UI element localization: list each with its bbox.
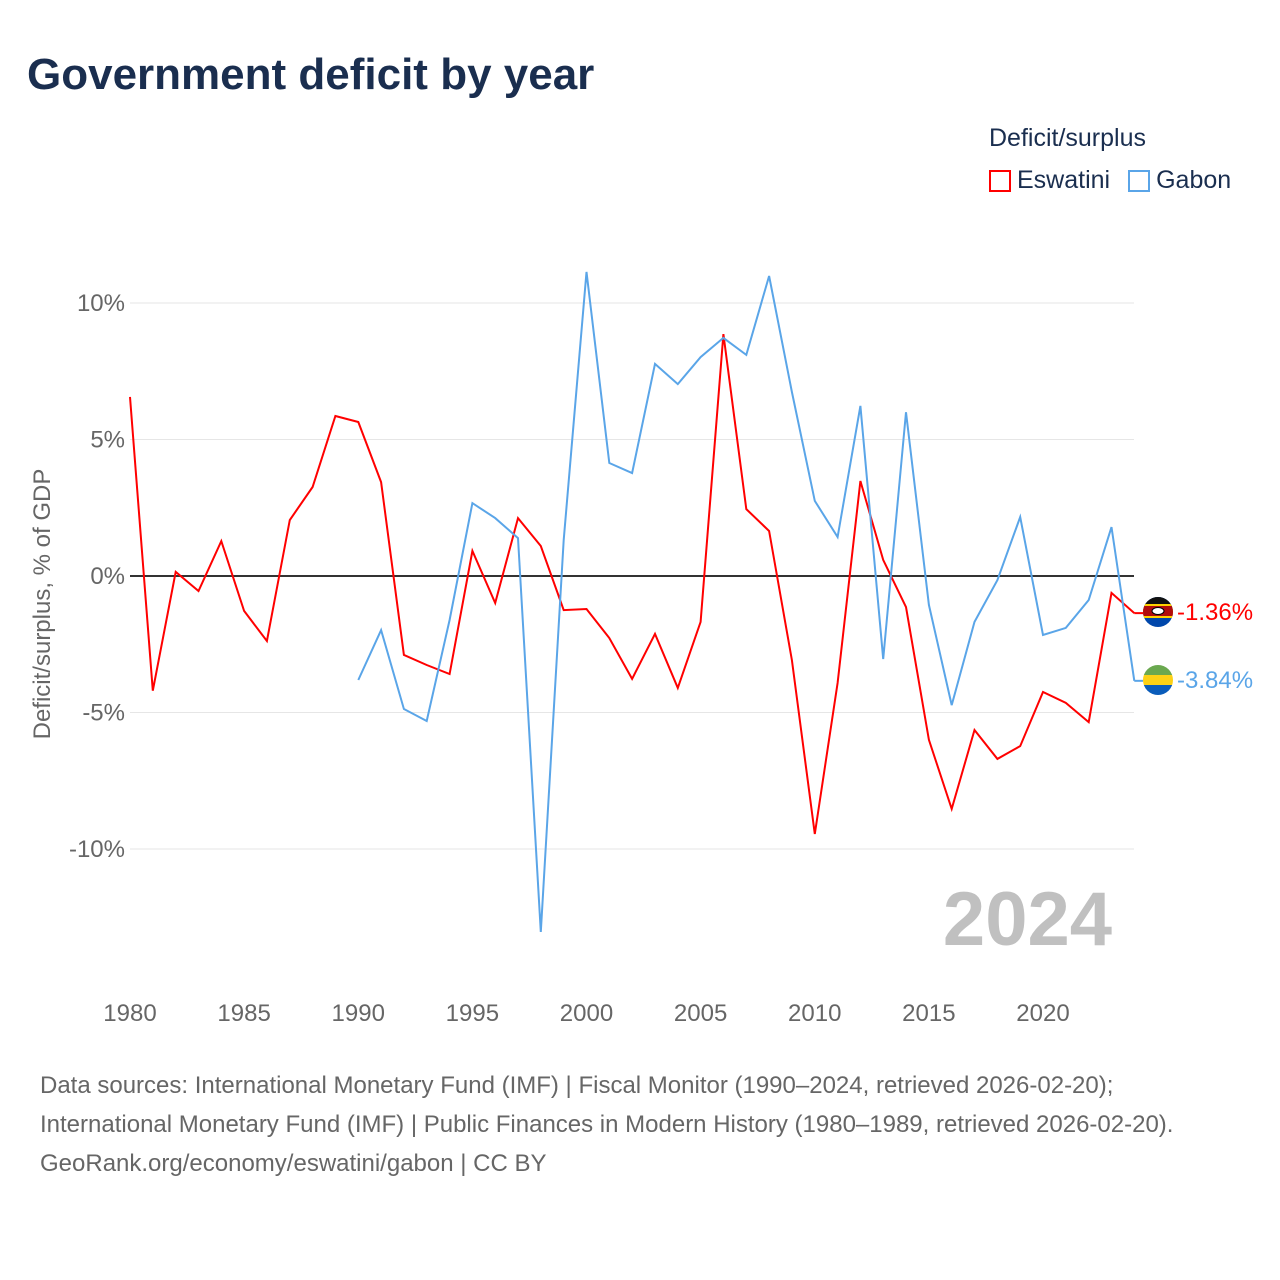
source-link[interactable]: GeoRank.org/economy/eswatini/gabon | CC … xyxy=(40,1150,547,1177)
x-tick-label: 1980 xyxy=(103,1000,156,1027)
legend-item-gabon[interactable]: Gabon xyxy=(1128,166,1231,195)
x-tick-label: 1995 xyxy=(446,1000,499,1027)
x-tick-label: 2005 xyxy=(674,1000,727,1027)
series-line-eswatini[interactable] xyxy=(129,333,1135,835)
legend-label: Eswatini xyxy=(1017,166,1111,194)
eswatini-flag-icon xyxy=(1143,597,1173,627)
gabon-flag-icon xyxy=(1143,665,1173,695)
chart-title: Government deficit by year xyxy=(27,50,595,99)
legend-title: Deficit/surplus xyxy=(989,124,1146,152)
legend-swatch-eswatini xyxy=(989,169,1011,192)
y-tick-label: -5% xyxy=(82,700,125,727)
legend: Eswatini Gabon xyxy=(989,166,1231,195)
y-tick-label: 5% xyxy=(90,427,125,454)
source-line: International Monetary Fund (IMF) | Publ… xyxy=(40,1111,1174,1138)
line-chart: 10% 5% 0% -5% -10% 1980 1985 1990 1995 2000 2005 20… xyxy=(29,271,1253,1027)
y-tick-label: 0% xyxy=(90,563,125,590)
x-tick-label: 2000 xyxy=(560,1000,613,1027)
series-group xyxy=(129,271,1143,933)
source-line: Data sources: International Monetary Fun… xyxy=(40,1072,1114,1099)
x-tick-label: 1985 xyxy=(217,1000,270,1027)
legend-label: Gabon xyxy=(1156,166,1232,194)
legend-swatch-gabon xyxy=(1128,169,1151,192)
y-axis-label: Deficit/surplus, % of GDP xyxy=(29,469,56,740)
series-line-gabon[interactable] xyxy=(357,271,1136,933)
legend-item-eswatini[interactable]: Eswatini xyxy=(989,166,1110,195)
source-note: Data sources: International Monetary Fun… xyxy=(40,1066,1240,1183)
grid: 10% 5% 0% -5% -10% 1980 1985 1990 1995 2000 2005 20… xyxy=(69,290,1134,1027)
x-tick-label: 1990 xyxy=(332,1000,385,1027)
year-watermark: 2024 xyxy=(943,877,1112,962)
y-tick-label: -10% xyxy=(69,836,125,863)
x-tick-label: 2010 xyxy=(788,1000,841,1027)
x-tick-label: 2020 xyxy=(1016,1000,1069,1027)
end-label-eswatini: -1.36% xyxy=(1177,599,1253,626)
x-tick-label: 2015 xyxy=(902,1000,955,1027)
end-label-gabon: -3.84% xyxy=(1177,667,1253,694)
y-tick-label: 10% xyxy=(77,290,125,317)
